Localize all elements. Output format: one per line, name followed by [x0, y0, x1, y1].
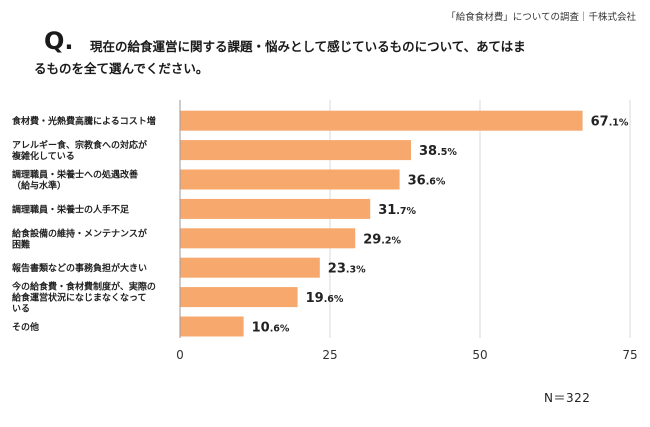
value-label: 67.1% — [591, 115, 629, 130]
category-label: いる — [12, 304, 30, 315]
x-tick-label: 25 — [322, 348, 337, 362]
value-label-dec: .6% — [324, 294, 344, 305]
category-label: 給食運営状況になじまなくなって — [12, 292, 147, 304]
source-credit: 「給食食材費」についての調査｜千株式会社 — [446, 12, 636, 23]
x-tick-label: 50 — [472, 348, 487, 362]
bar — [180, 140, 411, 161]
value-label: 36.6% — [408, 174, 446, 189]
value-label-dec: .1% — [609, 118, 629, 129]
value-label-int: 23 — [328, 262, 346, 277]
bar — [180, 287, 298, 308]
category-label: 報告書類などの事務負担が大きい — [12, 262, 147, 274]
value-label-int: 36 — [408, 174, 426, 189]
sample-size-label: N＝322 — [544, 391, 591, 405]
category-label: 調理職員・栄養士の人手不足 — [12, 203, 130, 215]
category-label: 給食設備の維持・メンテナンスが — [12, 227, 148, 239]
question-text: 現在の給食運営に関する課題・悩みとして感じているものについて、あてはま るものを… — [34, 36, 630, 80]
category-label: （給与水準） — [12, 180, 66, 192]
bar — [180, 316, 244, 337]
x-tick-label: 75 — [622, 348, 637, 362]
value-label-dec: .5% — [437, 147, 457, 158]
value-label-int: 19 — [306, 291, 324, 306]
value-label-int: 31 — [378, 203, 396, 218]
x-tick-label: 0 — [176, 348, 184, 362]
bar — [180, 110, 583, 131]
bar — [180, 169, 400, 190]
question-mark: Q. — [44, 27, 74, 55]
question-line-1: 現在の給食運営に関する課題・悩みとして感じているものについて、あてはま — [90, 39, 526, 54]
value-label-int: 29 — [363, 232, 381, 247]
value-label-int: 10 — [252, 321, 270, 336]
value-label-dec: .2% — [381, 235, 401, 246]
value-label-dec: .3% — [346, 265, 366, 276]
value-label-int: 38 — [419, 144, 437, 159]
category-label: その他 — [12, 321, 39, 333]
category-label: 調理職員・栄養士への処遇改善 — [12, 169, 138, 181]
category-label: 今の給食費・食材費制度が、実際の — [11, 281, 156, 293]
bar — [180, 257, 320, 278]
value-label: 23.3% — [328, 262, 366, 277]
bar — [180, 228, 356, 249]
question-line-2: るものを全て選んでください。 — [34, 61, 209, 76]
category-label: 複雑化している — [11, 150, 75, 162]
value-label: 29.2% — [363, 232, 401, 247]
value-label: 10.6% — [252, 321, 290, 336]
category-label: アレルギー食、宗教食への対応が — [12, 139, 148, 151]
value-label-dec: .6% — [426, 177, 446, 188]
value-label: 19.6% — [306, 291, 344, 306]
value-label-dec: .6% — [270, 324, 290, 335]
value-label: 38.5% — [419, 144, 457, 159]
bar — [180, 198, 371, 219]
value-label-dec: .7% — [396, 206, 416, 217]
value-label-int: 67 — [591, 115, 609, 130]
category-label: 困難 — [12, 238, 30, 250]
category-label: 食材費・光熱費高騰によるコスト増 — [11, 115, 156, 127]
value-label: 31.7% — [378, 203, 416, 218]
